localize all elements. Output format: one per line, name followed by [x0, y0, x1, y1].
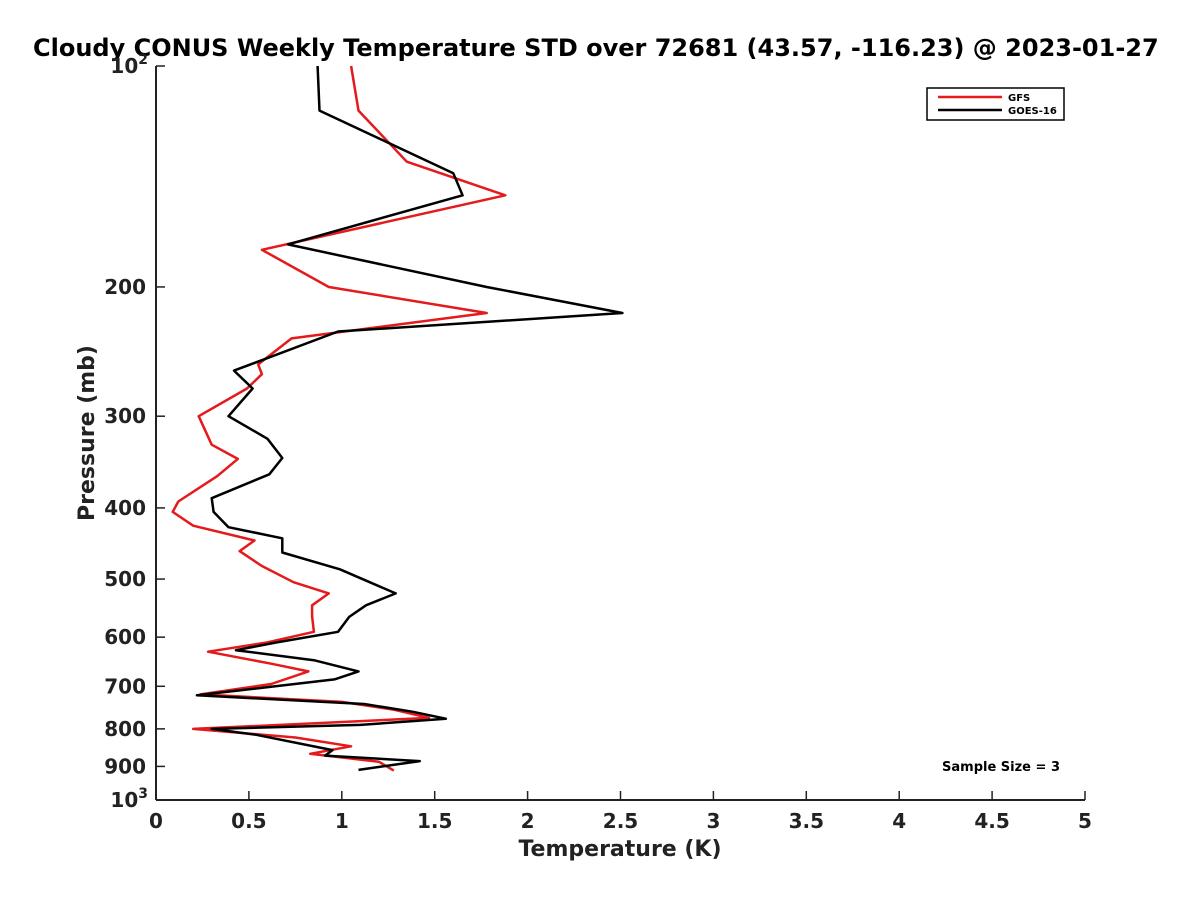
y-tick-label: 400: [104, 496, 146, 520]
y-tick-label: 700: [104, 674, 146, 698]
plot-area: [171, 65, 624, 772]
x-tick-label: 1: [335, 809, 349, 833]
x-tick-label: 1.5: [417, 809, 452, 833]
y-tick-label: 102: [110, 52, 148, 78]
x-tick-label: 3: [706, 809, 720, 833]
x-tick-label: 4: [892, 809, 906, 833]
chart-title: Cloudy CONUS Weekly Temperature STD over…: [33, 34, 1159, 62]
x-axis-label: Temperature (K): [518, 837, 721, 862]
y-tick-label: 600: [104, 625, 146, 649]
series-line-gfs: [171, 65, 507, 772]
y-tick-label: 200: [104, 275, 146, 299]
x-tick-label: 0.5: [231, 809, 266, 833]
legend-label-goes16: GOES-16: [1008, 106, 1057, 117]
series-line-goes16: [195, 65, 624, 772]
legend-label-gfs: GFS: [1008, 93, 1030, 104]
y-tick-label: 103: [110, 786, 148, 812]
x-tick-label: 2: [521, 809, 535, 833]
x-tick-label: 3.5: [789, 809, 824, 833]
y-axis: 102 200 300 400 500 600 700 800 900 103: [104, 52, 165, 812]
sample-size-annotation: Sample Size = 3: [942, 760, 1060, 775]
x-tick-label: 5: [1078, 809, 1092, 833]
x-tick-label: 0: [149, 809, 163, 833]
legend: GFS GOES-16: [926, 87, 1065, 121]
x-axis: 0 0.5 1 1.5 2 2.5 3 3.5 4 4.5 5: [149, 791, 1092, 833]
y-tick-label: 500: [104, 567, 146, 591]
y-tick-label: 900: [104, 754, 146, 778]
y-tick-label: 800: [104, 717, 146, 741]
x-tick-label: 2.5: [603, 809, 638, 833]
legend-box: [926, 87, 1065, 121]
y-axis-label: Pressure (mb): [75, 345, 100, 521]
x-tick-label: 4.5: [974, 809, 1009, 833]
y-tick-label: 300: [104, 404, 146, 428]
